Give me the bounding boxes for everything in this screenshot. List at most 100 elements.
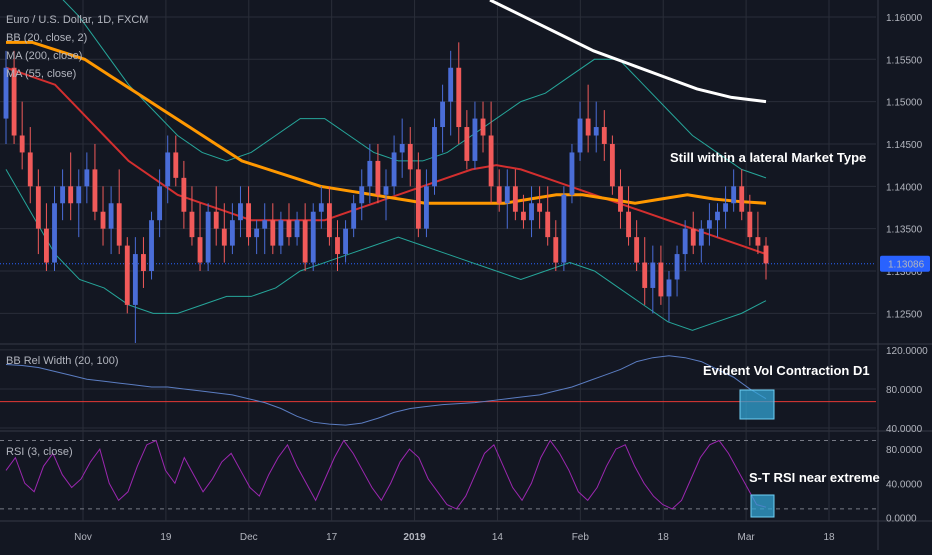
candle-body bbox=[529, 203, 534, 221]
candle-body bbox=[246, 203, 251, 238]
candle-body bbox=[375, 160, 381, 195]
candle-body bbox=[108, 203, 114, 229]
price-tick-label: 1.14500 bbox=[886, 140, 923, 151]
candle-body bbox=[326, 203, 332, 238]
candle-body bbox=[262, 220, 268, 229]
candle-body bbox=[553, 237, 559, 263]
candle-body bbox=[254, 228, 260, 238]
candle-body bbox=[84, 169, 90, 187]
price-tick-label: 1.13500 bbox=[886, 225, 923, 236]
indicator-lines bbox=[0, 355, 876, 510]
candle-body bbox=[440, 101, 446, 128]
candle-body bbox=[480, 118, 486, 136]
legend-ma200: MA (200, close) bbox=[6, 50, 82, 62]
candle-body bbox=[302, 220, 308, 263]
rsi-tick-label: 80.0000 bbox=[886, 445, 923, 456]
bbw-panel-label: BB Rel Width (20, 100) bbox=[6, 355, 119, 367]
time-tick-label: Nov bbox=[74, 532, 92, 543]
candle-body bbox=[229, 220, 235, 246]
candle-body bbox=[690, 228, 696, 246]
candle-body bbox=[706, 220, 712, 229]
candle-body bbox=[116, 203, 122, 246]
candle-body bbox=[682, 228, 688, 255]
candle-body bbox=[359, 186, 365, 204]
candle-body bbox=[472, 118, 478, 161]
candle-body bbox=[448, 67, 454, 102]
candle-body bbox=[270, 220, 276, 246]
candle-body bbox=[642, 262, 648, 288]
candle-body bbox=[286, 220, 292, 238]
candle-body bbox=[723, 203, 728, 212]
candle-body bbox=[545, 211, 551, 238]
candle-body bbox=[496, 186, 502, 204]
candle-body bbox=[367, 160, 373, 187]
candle-body bbox=[650, 262, 656, 288]
candle-body bbox=[35, 186, 41, 229]
last-price-tag: 1.13086 bbox=[880, 255, 930, 272]
candle-body bbox=[141, 254, 146, 272]
candle-body bbox=[157, 186, 163, 221]
candle-body bbox=[504, 186, 510, 204]
candle-body bbox=[432, 127, 437, 187]
time-tick-label: 14 bbox=[492, 532, 504, 543]
candle-body bbox=[11, 67, 17, 136]
candle-body bbox=[60, 186, 66, 204]
rsi-panel-label: RSI (3, close) bbox=[6, 446, 73, 458]
candle-body bbox=[464, 127, 470, 161]
bbw-marker-box bbox=[739, 389, 775, 420]
time-tick-label: 18 bbox=[658, 532, 670, 543]
candle-body bbox=[456, 67, 462, 128]
candle-body bbox=[343, 228, 348, 255]
time-tick-label: 19 bbox=[160, 532, 172, 543]
bb-lower-line bbox=[5, 169, 767, 331]
candle-body bbox=[763, 245, 769, 264]
candle-body bbox=[52, 203, 57, 263]
candle-body bbox=[399, 143, 405, 153]
time-tick-label: 17 bbox=[326, 532, 338, 543]
candle-body bbox=[351, 203, 357, 229]
candle-body bbox=[634, 237, 640, 263]
time-tick-label: Mar bbox=[737, 532, 755, 543]
candle-body bbox=[44, 228, 49, 263]
time-tick-label: Dec bbox=[240, 532, 258, 543]
candle-body bbox=[294, 220, 300, 238]
rsi-tick-label: 0.0000 bbox=[886, 513, 917, 524]
candle-body bbox=[731, 186, 737, 204]
time-tick-label: 2019 bbox=[403, 532, 426, 543]
time-tick-label: 18 bbox=[823, 532, 835, 543]
candle-body bbox=[626, 211, 631, 238]
rsi-tick-label: 40.0000 bbox=[886, 479, 923, 490]
candle-body bbox=[577, 118, 583, 153]
candle-body bbox=[585, 118, 591, 136]
candle-body bbox=[3, 67, 9, 119]
rsi-axis: 80.0000 40.0000 0.0000 bbox=[886, 445, 923, 524]
annotation-rsi-extreme: S-T RSI near extreme bbox=[749, 470, 880, 485]
candle-body bbox=[100, 211, 106, 229]
candle-body bbox=[76, 186, 82, 204]
candle-body bbox=[747, 211, 753, 238]
candle-body bbox=[197, 237, 203, 263]
candle-body bbox=[19, 135, 25, 153]
candle-body bbox=[674, 254, 680, 280]
candle-body bbox=[415, 169, 421, 229]
candle-body bbox=[27, 152, 33, 187]
annotation-vol-contraction: Evident Vol Contraction D1 bbox=[703, 363, 870, 378]
price-tick-label: 1.16000 bbox=[886, 13, 923, 24]
candle-body bbox=[593, 127, 599, 136]
candle-body bbox=[609, 143, 615, 187]
rsi-line bbox=[5, 439, 767, 510]
candle-body bbox=[521, 211, 526, 221]
candle-body bbox=[739, 186, 745, 212]
rsi-marker-box bbox=[750, 494, 775, 518]
candle-body bbox=[391, 152, 397, 187]
candle-body bbox=[424, 186, 429, 229]
bbw-line bbox=[5, 355, 767, 426]
price-tick-label: 1.15500 bbox=[886, 55, 923, 66]
candle-body bbox=[658, 262, 664, 297]
bbw-tick-label: 120.0000 bbox=[886, 346, 928, 357]
price-tick-label: 1.12500 bbox=[886, 309, 923, 320]
candle-body bbox=[666, 279, 672, 297]
